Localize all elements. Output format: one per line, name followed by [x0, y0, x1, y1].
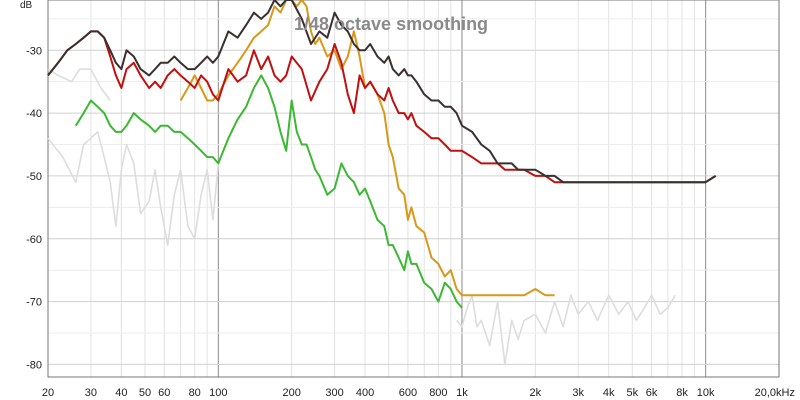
x-tick-label: 400 — [356, 387, 374, 399]
x-tick-label: 600 — [399, 387, 417, 399]
series-line-3 — [455, 294, 676, 366]
y-tick-label: -40 — [26, 108, 42, 120]
x-tick-label: 4k — [603, 387, 615, 399]
y-tick-label: -60 — [26, 234, 42, 246]
chart-title: 1/48 octave smoothing — [294, 14, 488, 34]
x-tick-label: 10k — [697, 387, 715, 399]
x-tick-label: 20 — [42, 387, 54, 399]
x-tick-label: 5k — [626, 387, 638, 399]
x-tick-label: 300 — [325, 387, 343, 399]
x-tick-label: 2k — [530, 387, 542, 399]
x-tick-label: 80 — [189, 387, 201, 399]
series-line-5 — [179, 0, 555, 297]
series-line-2 — [47, 68, 111, 101]
x-tick-label: 3k — [572, 387, 584, 399]
plot-area-frame — [47, 0, 780, 378]
axis-tick-labels: 20 30 40 50 60 80 100 200 300 400 600 800 1k 2k 3k 4k 5k… — [26, 45, 795, 399]
series-line-4 — [74, 74, 463, 309]
x-tick-label: 100 — [209, 387, 227, 399]
x-tick-label: 8k — [676, 387, 688, 399]
y-tick-label: -70 — [26, 297, 42, 309]
x-tick-label: 60 — [158, 387, 170, 399]
series-line-1 — [47, 131, 220, 246]
x-tick-label: 800 — [429, 387, 447, 399]
series-line-7 — [47, 0, 717, 184]
x-tick-label: 200 — [282, 387, 300, 399]
x-tick-label: 1k — [456, 387, 468, 399]
y-tick-label: -50 — [26, 171, 42, 183]
y-tick-label: -30 — [26, 45, 42, 57]
y-axis-unit-label: dB — [20, 0, 33, 11]
x-tick-label: 40 — [115, 387, 127, 399]
x-tick-label: 6k — [646, 387, 658, 399]
series-layer — [47, 0, 717, 366]
x-tick-label: 50 — [139, 387, 151, 399]
y-tick-label: -80 — [26, 359, 42, 371]
x-tick-label: 20,0kHz — [755, 387, 795, 399]
x-tick-label: 30 — [85, 387, 97, 399]
